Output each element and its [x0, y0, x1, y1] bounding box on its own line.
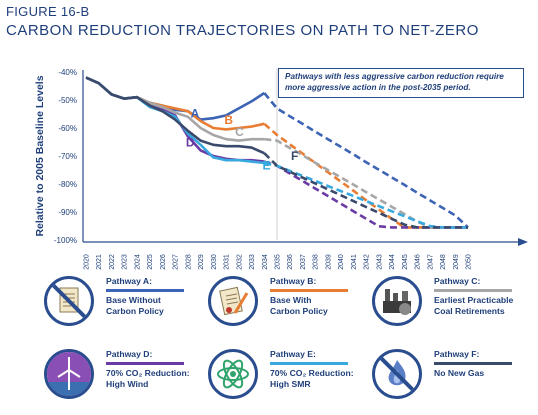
- series-label-d: D: [186, 135, 195, 149]
- legend-swatch: [434, 289, 512, 292]
- x-tick-label: 2032: [236, 254, 243, 270]
- legend-swatch: [270, 362, 348, 365]
- x-tick-label: 2020: [84, 254, 91, 270]
- x-tick-label: 2033: [249, 254, 256, 270]
- series-label-c: C: [235, 125, 244, 139]
- legend-swatch: [434, 362, 512, 365]
- series-projection-a: [263, 92, 469, 229]
- series-label-a: A: [191, 107, 200, 121]
- legend-item-f: Pathway F: No New Gas: [372, 349, 512, 399]
- x-tick-label: 2045: [402, 254, 409, 270]
- legend-name: Pathway A:: [106, 276, 153, 286]
- legend-desc: No New Gas: [434, 368, 485, 378]
- legend-item-c: Pathway C: Earliest Practicable Coal Ret…: [372, 276, 513, 326]
- legend-item-d: Pathway D: 70% CO₂ Reduction: High Wind: [44, 349, 190, 399]
- y-tick-label: -90%: [58, 208, 77, 217]
- x-axis-arrow: [518, 238, 528, 246]
- y-tick-label: -50%: [58, 96, 77, 105]
- x-tick-label: 2044: [389, 254, 396, 270]
- legend-name: Pathway E:: [270, 349, 316, 359]
- x-tick-label: 2048: [440, 254, 447, 270]
- legend-desc: Base Without Carbon Policy: [106, 295, 164, 316]
- series-line-b: [85, 76, 265, 131]
- x-tick-label: 2030: [211, 254, 218, 270]
- legend-swatch: [270, 289, 348, 292]
- legend-item-e: Pathway E: 70% CO₂ Reduction: High SMR: [208, 349, 354, 399]
- legend-name: Pathway C:: [434, 276, 481, 286]
- x-tick-label: 2049: [453, 254, 460, 270]
- legend-name: Pathway F:: [434, 349, 480, 359]
- no-carbon-policy-document-icon: [44, 276, 94, 326]
- x-tick-label: 2027: [173, 254, 180, 270]
- callout-note: Pathways with less aggressive carbon red…: [278, 68, 524, 98]
- x-tick-label: 2036: [287, 254, 294, 270]
- y-tick-label: -100%: [54, 236, 77, 245]
- legend-desc: 70% CO₂ Reduction: High SMR: [270, 368, 354, 389]
- chart-title: CARBON REDUCTION TRAJECTORIES ON PATH TO…: [6, 22, 479, 39]
- y-tick-label: -60%: [58, 124, 77, 133]
- x-tick-label: 2031: [224, 254, 231, 270]
- y-axis-label: Relative to 2005 Baseline Levels: [34, 75, 46, 236]
- legend-name: Pathway D:: [106, 349, 153, 359]
- x-tick-label: 2041: [351, 254, 358, 270]
- series-projection-f: [263, 152, 468, 229]
- series-label-b: B: [224, 113, 233, 127]
- x-tick-label: 2025: [147, 254, 154, 270]
- legend-swatch: [106, 362, 184, 365]
- legend-name: Pathway B:: [270, 276, 317, 286]
- legend-desc: 70% CO₂ Reduction: High Wind: [106, 368, 190, 389]
- legend-swatch: [106, 289, 184, 292]
- legend-desc: Earliest Practicable Coal Retirements: [434, 295, 514, 316]
- x-tick-label: 2026: [160, 254, 167, 270]
- wind-turbine-icon: [44, 349, 94, 399]
- legend-item-b: Pathway B: Base With Carbon Policy: [208, 276, 348, 326]
- x-tick-label: 2021: [96, 254, 103, 270]
- x-tick-label: 2029: [198, 254, 205, 270]
- series-label-f: F: [291, 149, 298, 163]
- y-tick-label: -40%: [58, 68, 77, 77]
- y-tick-label: -80%: [58, 180, 77, 189]
- x-tick-label: 2043: [376, 254, 383, 270]
- series-projection-d: [263, 160, 468, 229]
- legend-item-a: Pathway A: Base Without Carbon Policy: [44, 276, 184, 326]
- x-tick-label: 2022: [109, 254, 116, 270]
- x-tick-label: 2040: [338, 254, 345, 270]
- series-label-e: E: [263, 159, 271, 173]
- y-tick-label: -70%: [58, 152, 77, 161]
- x-tick-label: 2050: [466, 254, 473, 270]
- x-tick-label: 2023: [122, 254, 129, 270]
- x-tick-label: 2038: [313, 254, 320, 270]
- coal-retirement-icon: [372, 276, 422, 326]
- x-tick-label: 2047: [427, 254, 434, 270]
- carbon-policy-document-icon: [208, 276, 258, 326]
- atom-icon: [208, 349, 258, 399]
- x-tick-label: 2039: [325, 254, 332, 270]
- legend-desc: Base With Carbon Policy: [270, 295, 328, 316]
- no-gas-flame-icon: [372, 349, 422, 399]
- series-line-f: [85, 76, 265, 155]
- x-tick-label: 2046: [415, 254, 422, 270]
- figure-label: FIGURE 16-B: [6, 4, 90, 19]
- x-tick-label: 2035: [275, 254, 282, 270]
- x-tick-label: 2028: [185, 254, 192, 270]
- x-tick-label: 2042: [364, 254, 371, 270]
- x-tick-label: 2037: [300, 254, 307, 270]
- x-tick-label: 2024: [134, 254, 141, 270]
- x-tick-label: 2034: [262, 254, 269, 270]
